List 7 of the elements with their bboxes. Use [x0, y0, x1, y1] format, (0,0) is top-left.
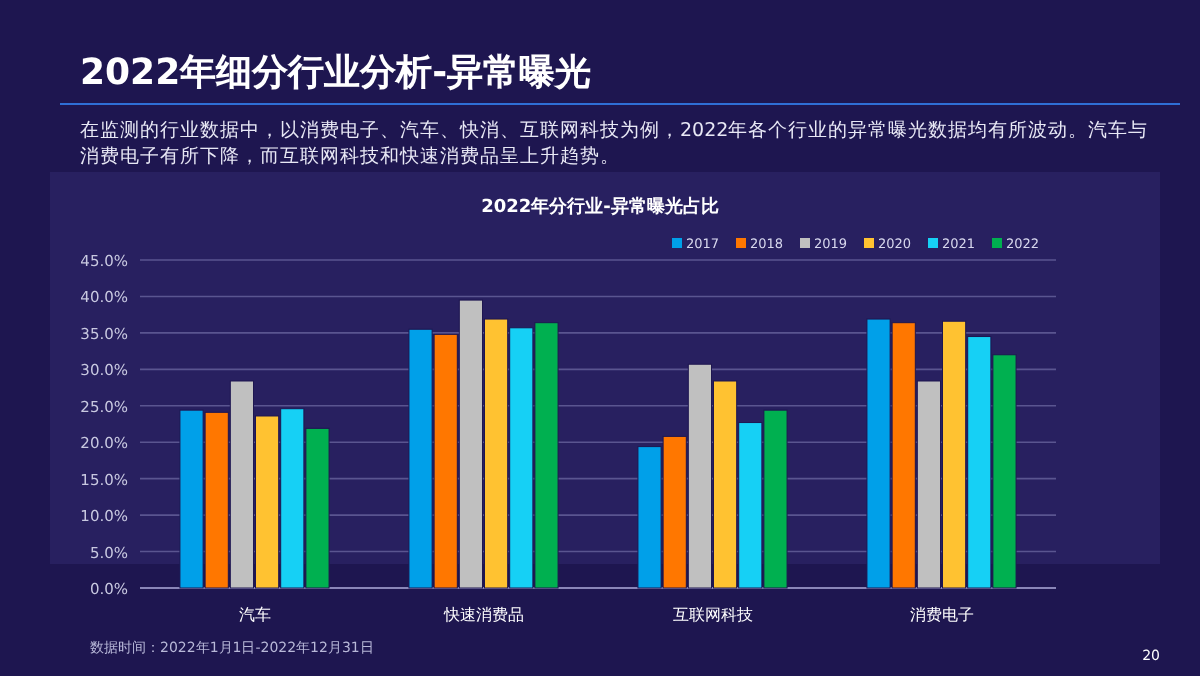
x-tick-label: 互联网科技 — [672, 606, 753, 624]
text: 2022年分行业-异常曝光占比 — [481, 196, 719, 218]
chart-subtitle: 在监测的行业数据中，以消费电子、汽车、快消、互联网科技为例，2022年各个行业的异常曝光数据均有所波动。汽车与消费电子有所下降，而互联网科技和快速消费品呈上升趋势。 — [80, 118, 1149, 168]
x-tick-label: 消费电子 — [909, 606, 974, 624]
x-tick-label: 汽车 — [238, 606, 271, 624]
chart-title: 2022年细分行业分析-异常曝光 — [80, 52, 592, 94]
x-tick-label: 快速消费品 — [441, 606, 524, 624]
